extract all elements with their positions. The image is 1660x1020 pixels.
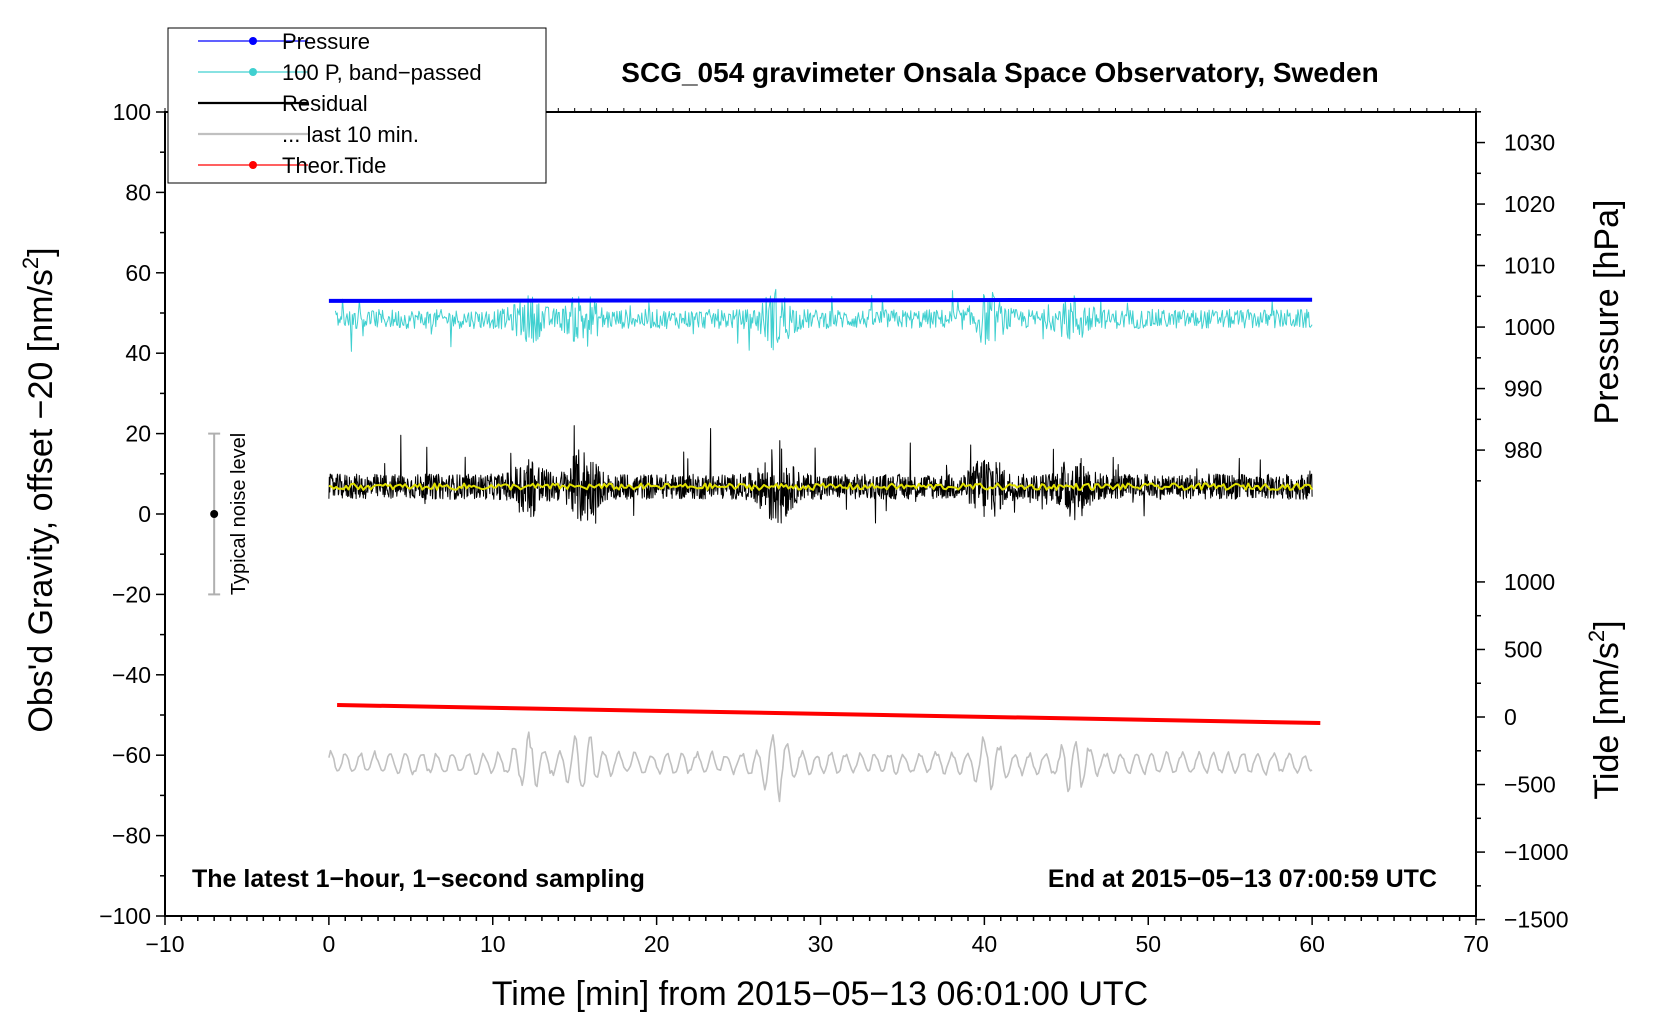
pressure-tick-label: 990 bbox=[1504, 376, 1542, 402]
x-tick-label: 50 bbox=[1135, 931, 1161, 957]
y-tick-label: −100 bbox=[99, 903, 151, 929]
plot-frame bbox=[164, 111, 1477, 917]
pressure-tick-label: 1030 bbox=[1504, 130, 1555, 156]
y-tick-label: 80 bbox=[125, 179, 151, 205]
y-tick-label: 20 bbox=[125, 421, 151, 447]
pressure-axis-title: Pressure [hPa] bbox=[1588, 200, 1626, 425]
pressure-tick-label: 980 bbox=[1504, 437, 1542, 463]
chart-title: SCG_054 gravimeter Onsala Space Observat… bbox=[621, 57, 1378, 88]
series-last-10-min bbox=[328, 731, 1313, 803]
x-tick-label: 10 bbox=[480, 931, 506, 957]
x-tick-label: 0 bbox=[322, 931, 335, 957]
noise-level-indicator: Typical noise level bbox=[208, 432, 250, 596]
legend-label: 100 P, band−passed bbox=[282, 60, 482, 85]
tick-labels: −10 0 10 20 30 40 50 60 70−100−80−60−40−20020406… bbox=[99, 99, 1568, 957]
legend-marker bbox=[249, 37, 257, 45]
pressure-tick-label: 1010 bbox=[1504, 253, 1555, 279]
legend-label: Residual bbox=[282, 91, 368, 116]
tide-tick-label: 500 bbox=[1504, 636, 1542, 662]
x-tick-label: −10 bbox=[145, 931, 184, 957]
tide-tick-label: −1000 bbox=[1504, 839, 1569, 865]
series-theoretical-tide bbox=[337, 703, 1321, 725]
series-residual-smoothed bbox=[328, 482, 1313, 491]
series-residual bbox=[328, 425, 1313, 524]
x-axis-title: Time [min] from 2015−05−13 06:01:00 UTC bbox=[492, 975, 1148, 1013]
legend-marker bbox=[249, 161, 257, 169]
series-pressure-bandpassed bbox=[334, 288, 1313, 352]
legend-label: Theor.Tide bbox=[282, 153, 386, 178]
note-sampling: The latest 1−hour, 1−second sampling bbox=[192, 865, 645, 893]
tide-axis-title: Tide [nm/s2] bbox=[1584, 620, 1626, 799]
pressure-tick-label: 1020 bbox=[1504, 191, 1555, 217]
x-tick-label: 40 bbox=[972, 931, 998, 957]
y-tick-label: 100 bbox=[113, 99, 151, 125]
legend-marker bbox=[249, 68, 257, 76]
legend-label: ... last 10 min. bbox=[282, 122, 419, 147]
x-tick-label: 70 bbox=[1463, 931, 1489, 957]
series-pressure bbox=[328, 297, 1313, 303]
y-tick-label: 60 bbox=[125, 260, 151, 286]
noise-center-dot bbox=[210, 510, 219, 518]
series-layer bbox=[328, 288, 1321, 803]
tide-tick-label: 1000 bbox=[1504, 569, 1555, 595]
legend-box bbox=[167, 27, 547, 184]
pressure-tick-label: 1000 bbox=[1504, 314, 1555, 340]
tide-tick-label: −1500 bbox=[1504, 907, 1569, 933]
legend: Pressure 100 P, band−passed Residual ... la… bbox=[167, 27, 547, 184]
tide-tick-label: 0 bbox=[1504, 704, 1517, 730]
tick-marks bbox=[156, 108, 1485, 925]
y-tick-label: −20 bbox=[112, 581, 151, 607]
y-tick-label: −80 bbox=[112, 823, 151, 849]
y-tick-label: 0 bbox=[138, 501, 151, 527]
noise-level-label: Typical noise level bbox=[228, 433, 250, 595]
x-tick-label: 20 bbox=[644, 931, 670, 957]
y-tick-label: 40 bbox=[125, 340, 151, 366]
x-tick-label: 30 bbox=[808, 931, 834, 957]
x-tick-label: 60 bbox=[1299, 931, 1325, 957]
y-axis-title: Obs'd Gravity, offset −20 [nm/s2] bbox=[18, 247, 60, 732]
y-tick-label: −60 bbox=[112, 742, 151, 768]
legend-label: Pressure bbox=[282, 29, 370, 54]
tide-tick-label: −500 bbox=[1504, 772, 1556, 798]
note-end-time: End at 2015−05−13 07:00:59 UTC bbox=[1048, 865, 1437, 893]
y-tick-label: −40 bbox=[112, 662, 151, 688]
